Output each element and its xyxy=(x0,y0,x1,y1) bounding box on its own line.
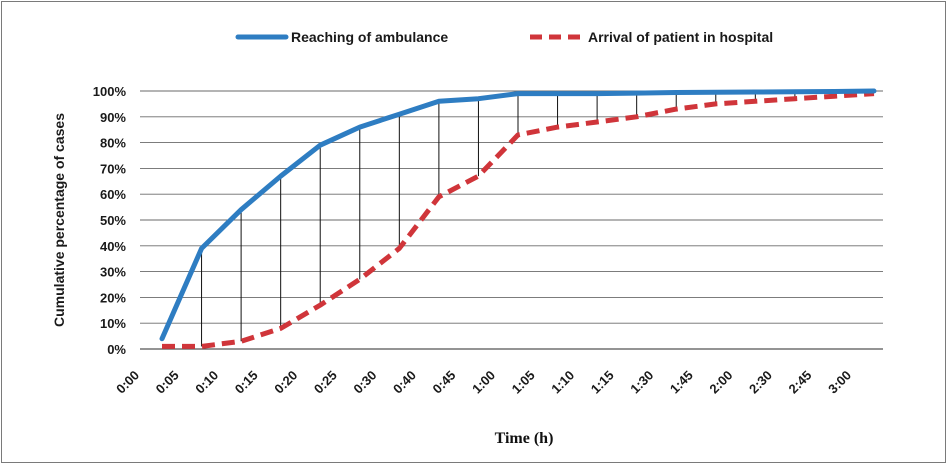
legend-label-arrival-of-patient: Arrival of patient in hospital xyxy=(588,29,773,45)
y-tick-label: 70% xyxy=(100,161,126,176)
x-tick-label: 0:45 xyxy=(430,367,459,396)
y-axis-tick-labels: 0% 10% 20% 30% 40% 50% 60% 70% 80% 90% 100% xyxy=(93,84,127,357)
x-tick-label: 2:45 xyxy=(786,367,815,396)
x-tick-label: 0:00 xyxy=(113,368,142,397)
y-axis-label: Cumulative percentage of cases xyxy=(51,113,67,327)
x-axis-tick-labels: 0:00 0:05 0:10 0:15 0:20 0:25 0:30 0:40 0:45 1:00… xyxy=(113,367,854,396)
series-line-arrival-of-patient-in-hospital xyxy=(162,91,875,349)
x-tick-label: 1:00 xyxy=(469,368,498,397)
y-tick-label: 100% xyxy=(93,84,127,99)
x-tick-label: 1:10 xyxy=(548,368,577,397)
y-tick-label: 0% xyxy=(107,342,126,357)
x-tick-label: 2:30 xyxy=(746,368,775,397)
y-tick-label: 60% xyxy=(100,187,126,202)
y-tick-label: 80% xyxy=(100,136,126,151)
x-tick-label: 0:20 xyxy=(271,367,300,396)
series-lines xyxy=(159,88,877,349)
x-tick-label: 0:30 xyxy=(350,367,379,396)
series-line-reaching-of-ambulance xyxy=(159,88,877,342)
x-tick-label: 0:05 xyxy=(153,368,182,397)
y-tick-label: 30% xyxy=(100,265,126,280)
x-axis-label: Time (h) xyxy=(495,430,554,447)
x-tick-label: 0:40 xyxy=(390,368,419,397)
x-tick-label: 3:00 xyxy=(825,368,854,397)
y-tick-label: 10% xyxy=(100,316,126,331)
y-tick-label: 50% xyxy=(100,213,126,228)
x-tick-label: 1:05 xyxy=(509,368,538,397)
legend-label-reaching-of-ambulance: Reaching of ambulance xyxy=(291,29,448,45)
x-tick-label: 1:45 xyxy=(667,368,696,397)
legend: Reaching of ambulance Arrival of patient… xyxy=(235,29,773,45)
y-tick-label: 90% xyxy=(100,110,126,125)
grid-lines xyxy=(140,90,883,350)
y-tick-label: 20% xyxy=(100,290,126,305)
x-tick-label: 1:15 xyxy=(588,368,617,397)
drop-lines xyxy=(201,91,835,347)
x-tick-label: 0:10 xyxy=(192,368,221,397)
y-tick-label: 40% xyxy=(100,239,126,254)
x-tick-label: 2:00 xyxy=(706,367,735,396)
x-tick-label: 1:30 xyxy=(627,367,656,396)
x-tick-label: 0:15 xyxy=(232,368,261,397)
x-tick-label: 0:25 xyxy=(311,368,340,397)
